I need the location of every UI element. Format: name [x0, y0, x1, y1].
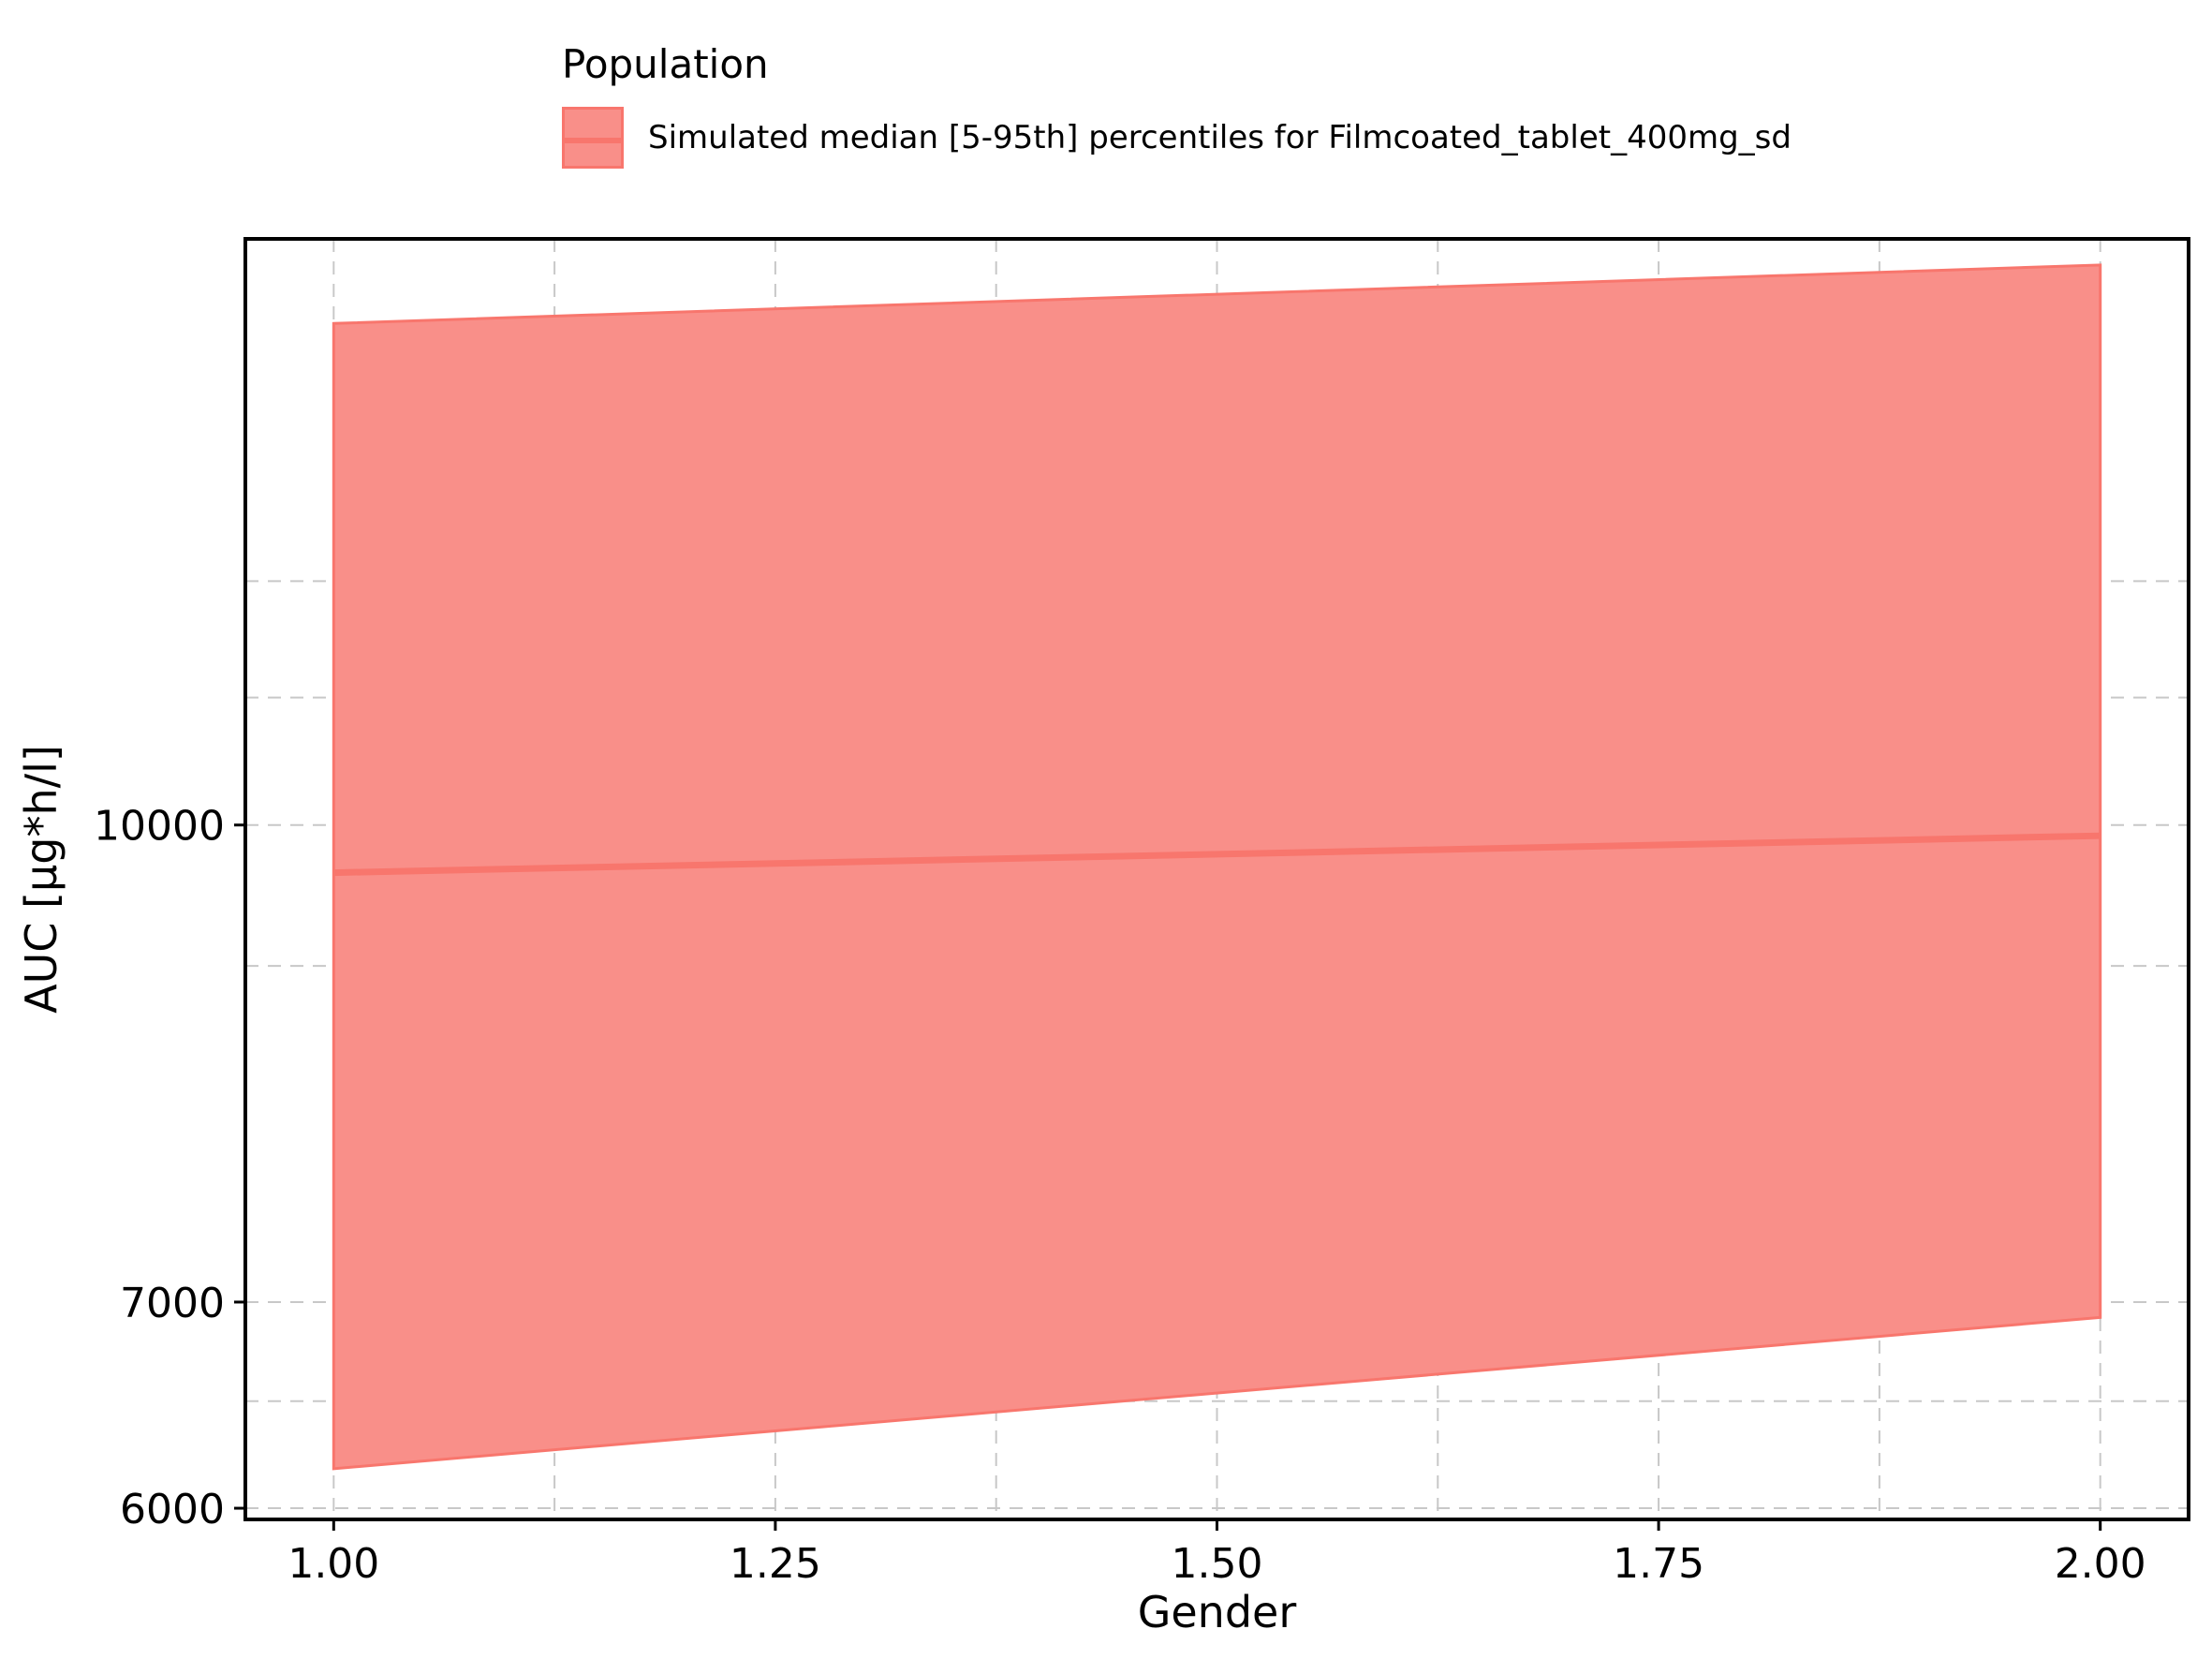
- median-line: [333, 832, 2101, 877]
- y-tick-label: 6000: [120, 1486, 225, 1533]
- percentile-band: [332, 263, 2102, 1471]
- x-tick-label: 1.00: [288, 1540, 379, 1588]
- y-axis-label: AUC [µg*h/l]: [16, 745, 66, 1014]
- legend-swatch-line: [565, 138, 621, 143]
- y-axis-ticks: 6000 7000 10000: [94, 803, 245, 1533]
- x-tick-label: 2.00: [2055, 1540, 2146, 1588]
- legend-entry-label: Simulated median [5-95th] percentiles fo…: [648, 119, 1792, 156]
- legend-swatch: [562, 107, 624, 169]
- y-tick-label: 7000: [120, 1280, 225, 1327]
- y-tick-label: 10000: [94, 803, 225, 851]
- x-tick-label: 1.50: [1172, 1540, 1263, 1588]
- x-axis-ticks: 1.00 1.25 1.50 1.75 2.00: [288, 1519, 2146, 1588]
- percentile-band-area: [332, 263, 2102, 1471]
- x-axis-label: Gender: [1138, 1587, 1297, 1637]
- x-tick-label: 1.75: [1613, 1540, 1704, 1588]
- x-tick-label: 1.25: [730, 1540, 821, 1588]
- legend-title: Population: [562, 41, 769, 87]
- median-line-path: [333, 832, 2101, 877]
